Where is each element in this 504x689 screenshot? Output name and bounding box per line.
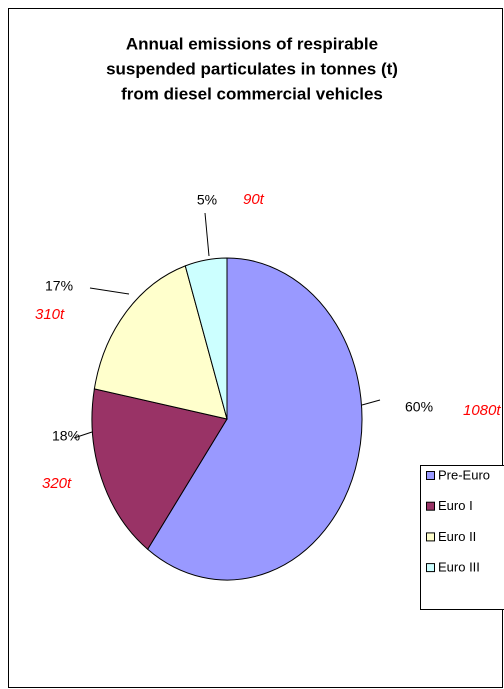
chart-title: suspended particulates in tonnes (t) bbox=[106, 59, 398, 78]
slice-label: 17% bbox=[45, 278, 73, 294]
annotation: 310t bbox=[35, 306, 65, 323]
pie-slice bbox=[93, 265, 228, 420]
legend-swatch bbox=[426, 563, 435, 573]
leader-line bbox=[89, 287, 130, 295]
legend-label: Euro III bbox=[438, 560, 480, 575]
leader-line bbox=[204, 212, 210, 257]
legend-swatch bbox=[426, 471, 435, 480]
legend-label: Euro II bbox=[438, 529, 476, 544]
legend-swatch bbox=[426, 532, 435, 542]
legend-label: Pre-Euro bbox=[438, 467, 490, 482]
slice-label: 18% bbox=[52, 428, 80, 444]
annotation: 1080t bbox=[463, 402, 501, 419]
pie-slice bbox=[91, 388, 228, 551]
legend-label: Euro I bbox=[438, 498, 473, 513]
annotation: 320t bbox=[42, 475, 72, 492]
slice-label: 60% bbox=[405, 399, 433, 415]
chart-title: from diesel commercial vehicles bbox=[121, 84, 383, 103]
leader-line bbox=[73, 431, 93, 439]
legend-swatch bbox=[426, 501, 435, 511]
pie-slice bbox=[147, 257, 363, 581]
chart-title: Annual emissions of respirable bbox=[126, 34, 378, 53]
pie-slice bbox=[184, 257, 228, 420]
annotation: 90t bbox=[243, 191, 265, 208]
slice-label: 5% bbox=[197, 192, 217, 208]
leader-line bbox=[361, 399, 381, 406]
